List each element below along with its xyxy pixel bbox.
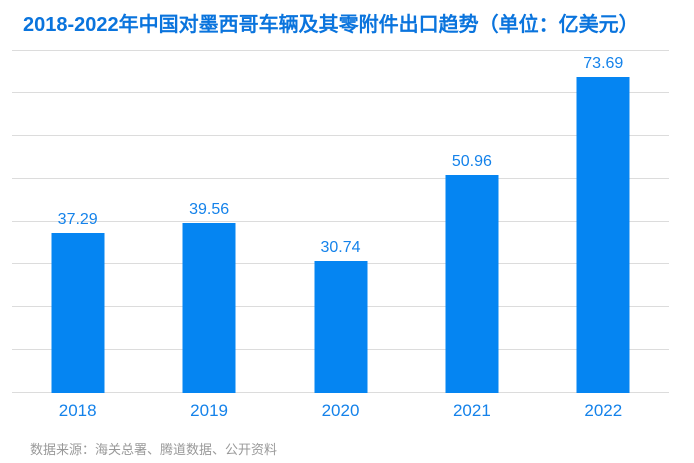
- plot-area: 37.29 39.56 30.74 50.96 73.69: [12, 50, 669, 393]
- gridline: [12, 177, 669, 179]
- gridline: [12, 134, 669, 136]
- gridline: [12, 220, 669, 222]
- x-axis-label-2018: 2018: [58, 401, 97, 420]
- bar-value-label: 30.74: [320, 239, 361, 257]
- bar-2021: 50.96: [445, 153, 499, 393]
- x-axis-label-2019: 2019: [190, 401, 229, 420]
- bar-2019: 39.56: [182, 201, 236, 393]
- gridline: [12, 50, 669, 51]
- gridline: [12, 91, 669, 93]
- bar-value-label: 39.56: [189, 201, 230, 219]
- x-axis-label-2020: 2020: [321, 401, 360, 420]
- bar-value-label: 73.69: [583, 55, 624, 73]
- bar-2022: 73.69: [576, 55, 630, 393]
- x-axis-label-2021: 2021: [452, 401, 491, 420]
- bar-value-label: 37.29: [57, 211, 98, 229]
- bar-value-label: 50.96: [451, 152, 492, 170]
- x-axis: 2018 2019 2020 2021 2022: [12, 399, 669, 425]
- bar-2020: 30.74: [314, 239, 367, 393]
- source-note: 数据来源：海关总署、腾道数据、公开资料: [30, 442, 278, 457]
- bar-2018: 37.29: [51, 211, 105, 393]
- x-axis-label-2022: 2022: [584, 401, 623, 420]
- chart-title: 2018-2022年中国对墨西哥车辆及其零附件出口趋势（单位：亿美元）: [23, 14, 639, 36]
